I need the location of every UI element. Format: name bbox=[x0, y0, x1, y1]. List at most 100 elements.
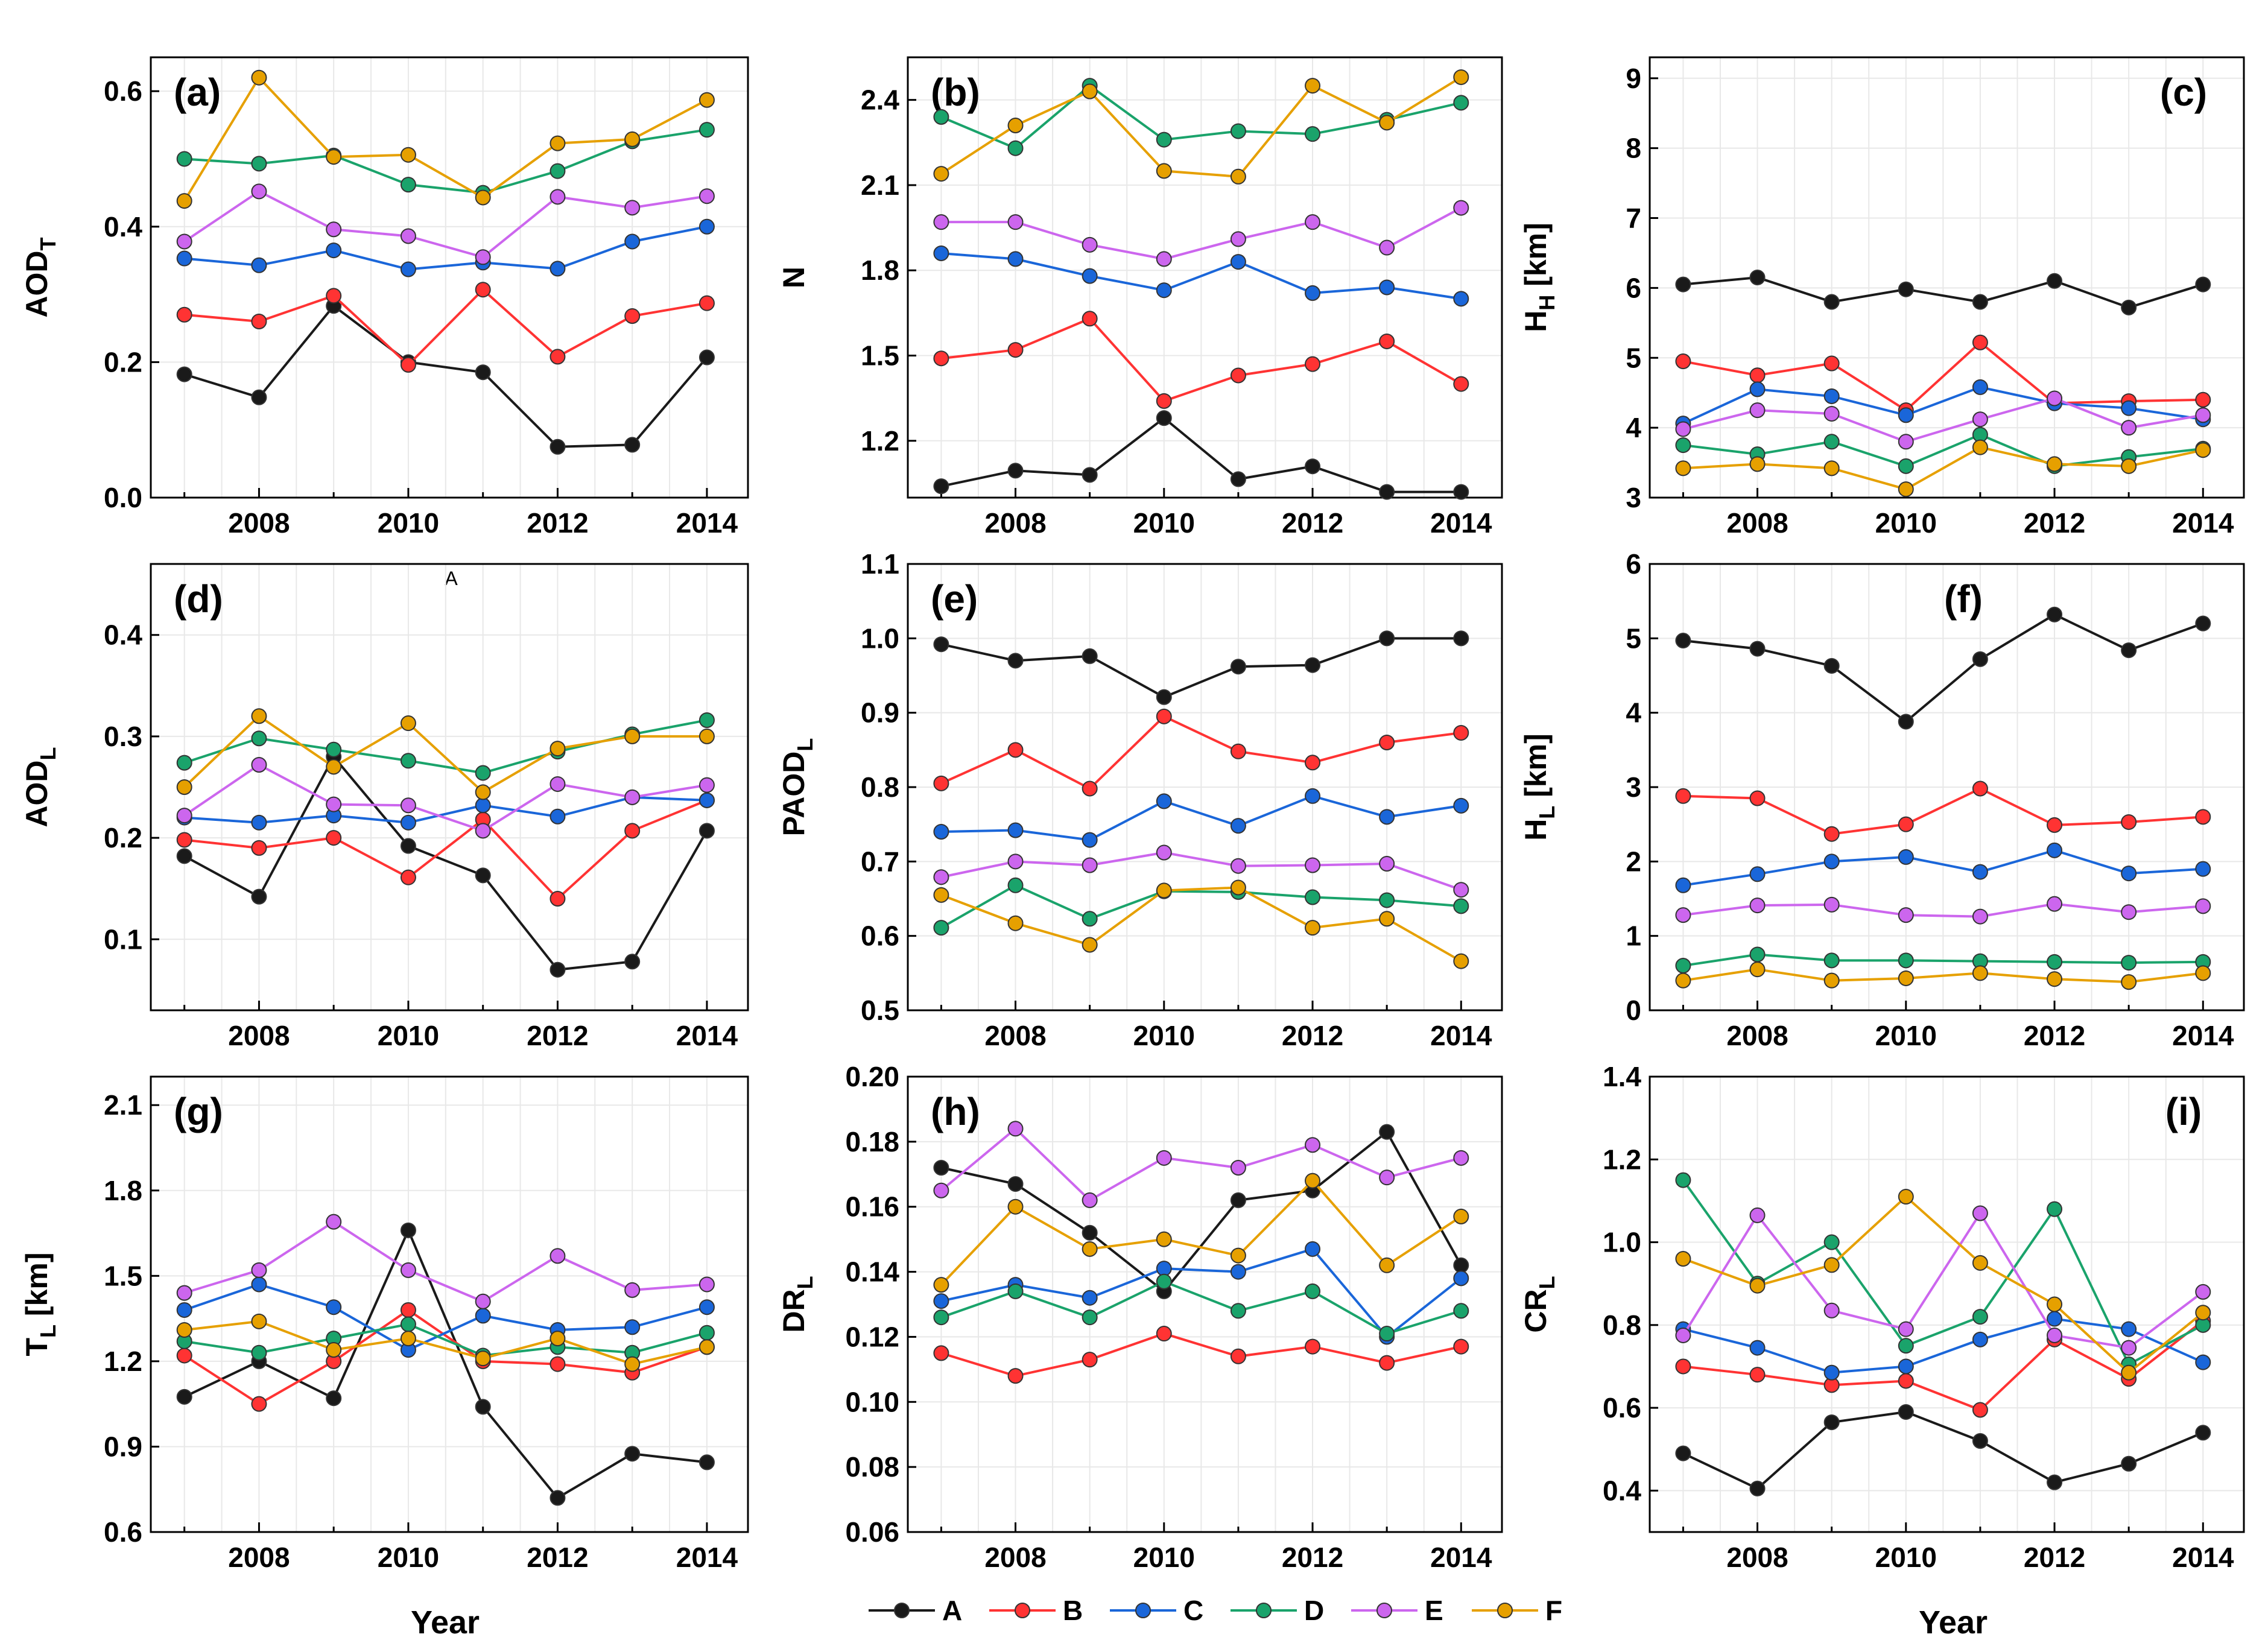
data-point-E bbox=[1007, 214, 1024, 230]
data-point-C bbox=[2121, 1321, 2137, 1337]
data-point-E bbox=[2195, 898, 2211, 914]
data-point-E bbox=[1305, 857, 1321, 873]
series-line-B bbox=[1683, 1320, 2204, 1411]
data-point-E bbox=[1230, 231, 1246, 247]
data-point-A bbox=[1230, 1192, 1246, 1208]
data-point-C bbox=[1156, 793, 1172, 809]
data-point-E bbox=[2047, 390, 2063, 407]
data-point-E bbox=[1305, 214, 1321, 230]
x-tick-label: 2014 bbox=[2172, 1020, 2234, 1051]
data-point-A bbox=[1749, 641, 1766, 657]
data-point-F bbox=[1972, 439, 1988, 455]
data-point-B bbox=[1156, 1326, 1172, 1342]
y-tick-label: 0.14 bbox=[845, 1256, 899, 1288]
data-point-C bbox=[251, 814, 267, 831]
x-tick-label: 2012 bbox=[2024, 507, 2085, 539]
y-tick-label: 3 bbox=[1626, 482, 1641, 513]
data-point-C bbox=[1082, 1290, 1098, 1306]
y-tick-label: 0.2 bbox=[104, 346, 142, 378]
data-point-B bbox=[1749, 367, 1766, 384]
y-axis-label: HL [km] bbox=[1519, 733, 1559, 841]
data-point-C bbox=[1082, 832, 1098, 848]
data-point-C bbox=[1305, 1241, 1321, 1257]
y-tick-label: 8 bbox=[1626, 133, 1641, 164]
y-tick-label: 0.5 bbox=[861, 995, 899, 1026]
data-point-B bbox=[2195, 809, 2211, 825]
data-point-A bbox=[400, 838, 416, 854]
data-point-E bbox=[1972, 1205, 1988, 1221]
data-point-A bbox=[550, 1490, 566, 1506]
series-line-C bbox=[184, 796, 708, 824]
data-point-E bbox=[2195, 1284, 2211, 1300]
y-tick-label: 0.18 bbox=[845, 1126, 899, 1157]
y-axis-label-main: H bbox=[1519, 311, 1553, 332]
data-point-A bbox=[933, 1160, 949, 1176]
data-point-C bbox=[1453, 291, 1469, 307]
panel-h: 0.06 0.08 0.10 0.12 0.14 0.16 0.18 0.20 2008 2010… bbox=[777, 1061, 1503, 1573]
data-point-B bbox=[1156, 708, 1172, 724]
y-tick-label: 0.1 bbox=[104, 923, 142, 955]
data-point-E bbox=[1379, 856, 1395, 872]
y-tick-label: 2.4 bbox=[861, 84, 899, 116]
panel-g: 0.6 0.9 1.2 1.5 1.8 2.1 2008 2010 2012 2014 TL [km… bbox=[20, 1075, 749, 1573]
data-point-A bbox=[2047, 273, 2063, 289]
data-point-B bbox=[1379, 333, 1395, 349]
data-point-F bbox=[251, 1313, 267, 1329]
series-line-F bbox=[940, 1179, 1462, 1286]
data-point-F bbox=[326, 149, 342, 165]
data-point-E bbox=[400, 228, 416, 244]
series-line-D bbox=[1683, 433, 2203, 467]
data-point-D bbox=[1379, 892, 1395, 908]
x-axis-title-right: Year bbox=[1919, 1604, 1988, 1640]
data-point-F bbox=[326, 1342, 342, 1358]
x-tick-label: 2010 bbox=[1875, 507, 1937, 539]
data-point-B bbox=[1230, 743, 1246, 759]
data-point-D bbox=[1007, 1283, 1024, 1299]
x-tick-label: 2008 bbox=[228, 1542, 290, 1573]
data-point-D bbox=[1007, 140, 1024, 156]
data-point-E bbox=[176, 233, 192, 250]
data-point-D bbox=[1156, 1273, 1172, 1290]
y-axis-label-subscript: L bbox=[1535, 1276, 1559, 1289]
x-tick-label: 2012 bbox=[527, 1542, 588, 1573]
y-tick-label: 1.5 bbox=[861, 340, 899, 372]
data-point-C bbox=[1749, 866, 1766, 882]
x-tick-label: 2014 bbox=[676, 1542, 738, 1573]
series-line-E bbox=[940, 851, 1462, 891]
y-tick-label: 0.6 bbox=[104, 1516, 142, 1548]
data-point-C bbox=[698, 1299, 715, 1315]
y-tick-label: 0.12 bbox=[845, 1321, 899, 1352]
legend-label-B: B bbox=[1063, 1595, 1083, 1626]
data-point-C bbox=[624, 233, 641, 250]
data-point-A bbox=[1749, 270, 1766, 285]
data-point-E bbox=[1675, 421, 1691, 437]
data-point-B bbox=[698, 295, 715, 311]
data-point-F bbox=[1156, 1231, 1172, 1247]
x-tick-label: 2014 bbox=[676, 1020, 738, 1051]
data-point-F bbox=[2121, 974, 2137, 990]
data-point-F bbox=[698, 1339, 715, 1355]
legend: A B C D E F bbox=[869, 1595, 1562, 1626]
data-point-E bbox=[176, 808, 192, 824]
data-point-C bbox=[1453, 1270, 1469, 1287]
data-point-E bbox=[1453, 200, 1469, 216]
data-point-C bbox=[2195, 861, 2211, 877]
data-point-C bbox=[933, 245, 949, 261]
y-tick-label: 0.6 bbox=[1603, 1392, 1641, 1423]
y-tick-label: 0.6 bbox=[104, 75, 142, 107]
data-point-B bbox=[1898, 1373, 1914, 1389]
y-tick-label: 1.0 bbox=[861, 622, 899, 654]
data-point-E bbox=[1823, 405, 1840, 422]
x-tick-label: 2008 bbox=[1726, 1020, 1788, 1051]
y-tick-label: 2.1 bbox=[861, 169, 899, 201]
data-point-C bbox=[1749, 1340, 1766, 1356]
y-tick-label: 0.16 bbox=[845, 1191, 899, 1223]
y-tick-label: 0.4 bbox=[1603, 1475, 1641, 1506]
data-point-A bbox=[1749, 1480, 1766, 1496]
data-point-B bbox=[400, 869, 416, 885]
data-point-A bbox=[1898, 714, 1914, 730]
series-line-A bbox=[940, 416, 1462, 493]
data-point-C bbox=[2047, 842, 2063, 858]
y-tick-label: 5 bbox=[1626, 622, 1641, 654]
